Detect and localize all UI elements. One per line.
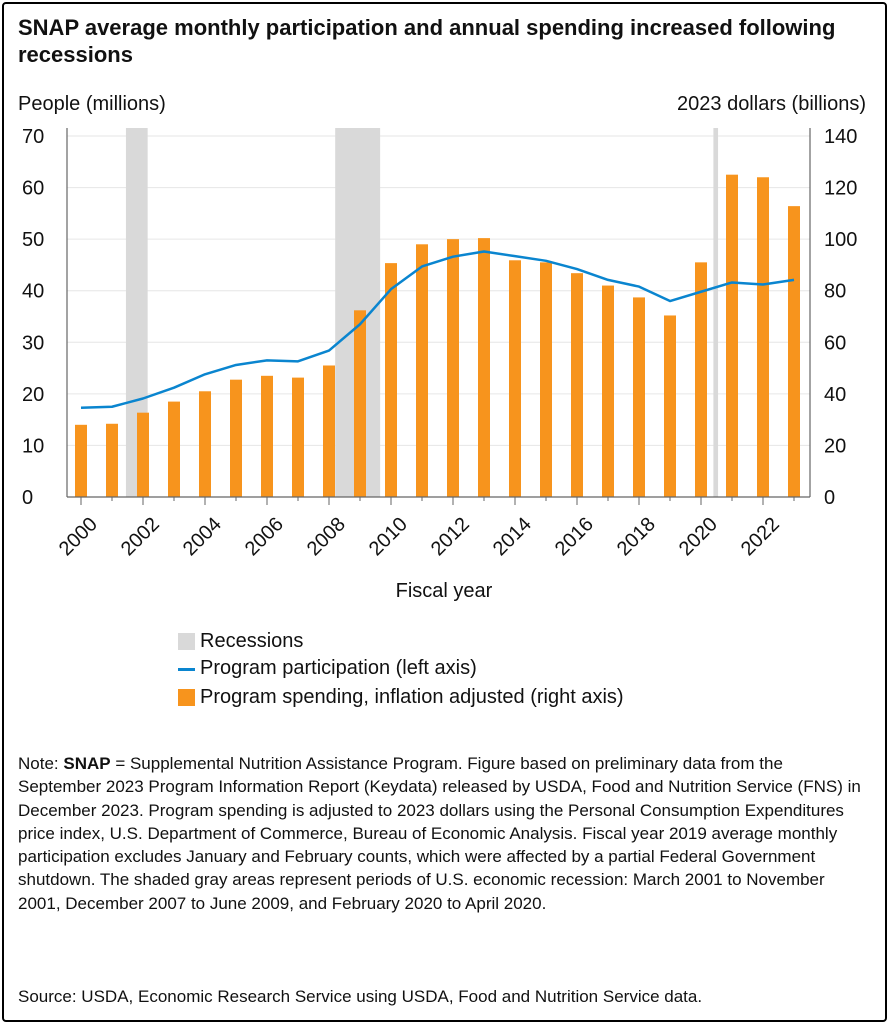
bar-2022 bbox=[757, 177, 769, 497]
note-label: Note: bbox=[18, 754, 64, 773]
bar-2008 bbox=[323, 365, 335, 497]
bar-2006 bbox=[261, 375, 273, 497]
x-tick-label: 2002 bbox=[117, 513, 164, 560]
bar-2019 bbox=[664, 315, 676, 497]
left-tick-label: 30 bbox=[22, 332, 44, 354]
x-tick-label: 2020 bbox=[675, 513, 722, 560]
x-tick-label: 2016 bbox=[551, 513, 598, 560]
legend-label: Program spending, inflation adjusted (ri… bbox=[200, 686, 624, 708]
right-tick-label: 100 bbox=[824, 229, 857, 251]
right-tick-label: 140 bbox=[824, 126, 857, 148]
right-tick-label: 80 bbox=[824, 281, 846, 303]
chart: 0 10 20 30 40 50 60 70 0 20 40 60 80 100 120 140 2000 200… bbox=[18, 93, 866, 602]
note-text: = Supplemental Nutrition Assistance Prog… bbox=[18, 754, 861, 913]
recession-band bbox=[125, 128, 148, 497]
bar-2020 bbox=[695, 262, 707, 497]
line-swatch bbox=[178, 668, 195, 671]
bar-2009 bbox=[354, 310, 366, 497]
x-tick-label: 2018 bbox=[613, 513, 660, 560]
left-tick-label: 60 bbox=[22, 178, 44, 200]
bar-2010 bbox=[385, 263, 397, 497]
x-tick-label: 2008 bbox=[303, 513, 350, 560]
note-bold: SNAP bbox=[63, 754, 111, 773]
bar-2005 bbox=[230, 379, 242, 497]
bar-2004 bbox=[199, 391, 211, 497]
note: Note: SNAP = Supplemental Nutrition Assi… bbox=[18, 752, 868, 915]
x-tick-label: 2010 bbox=[365, 513, 412, 560]
legend-participation: Program participation (left axis) bbox=[178, 657, 477, 680]
bar-2000 bbox=[75, 424, 87, 497]
x-tick-label: 2014 bbox=[489, 513, 536, 560]
legend-label: Recessions bbox=[200, 630, 304, 652]
right-axis-title: 2023 dollars (billions) bbox=[677, 93, 866, 115]
bar-2014 bbox=[509, 260, 521, 497]
bar-2002 bbox=[137, 412, 149, 497]
bar-2013 bbox=[478, 238, 490, 497]
recession-swatch bbox=[178, 633, 195, 650]
right-tick-label: 0 bbox=[824, 487, 835, 509]
bar-2011 bbox=[416, 244, 428, 497]
bar-swatch bbox=[178, 689, 195, 706]
left-tick-label: 70 bbox=[22, 126, 44, 148]
left-tick-label: 10 bbox=[22, 435, 44, 457]
legend-recessions: Recessions bbox=[178, 630, 303, 653]
left-axis-title: People (millions) bbox=[18, 93, 166, 115]
participation-line bbox=[80, 250, 795, 410]
bar-2021 bbox=[726, 174, 738, 497]
right-tick-label: 40 bbox=[824, 384, 846, 406]
x-tick-label: 2012 bbox=[427, 513, 474, 560]
bar-2012 bbox=[447, 239, 459, 497]
bar-2015 bbox=[540, 262, 552, 497]
bar-2003 bbox=[168, 401, 180, 497]
right-tick-label: 20 bbox=[824, 435, 846, 457]
bar-2016 bbox=[571, 273, 583, 497]
right-tick-label: 60 bbox=[824, 332, 846, 354]
bar-2001 bbox=[106, 423, 118, 497]
chart-title: SNAP average monthly participation and a… bbox=[18, 15, 836, 67]
left-tick-label: 0 bbox=[22, 487, 33, 509]
left-tick-label: 20 bbox=[22, 384, 44, 406]
right-tick-label: 120 bbox=[824, 178, 857, 200]
x-tick-label: 2006 bbox=[241, 513, 288, 560]
x-tick-label: 2004 bbox=[179, 513, 226, 560]
bar-2007 bbox=[292, 377, 304, 497]
bar-2017 bbox=[602, 285, 614, 497]
left-tick-label: 50 bbox=[22, 229, 44, 251]
recession-band bbox=[713, 128, 719, 497]
legend-label: Program participation (left axis) bbox=[200, 657, 477, 679]
x-tick-label: 2000 bbox=[55, 513, 102, 560]
x-tick-label: 2022 bbox=[737, 513, 784, 560]
bar-2018 bbox=[633, 297, 645, 497]
x-axis-title: Fiscal year bbox=[396, 580, 493, 602]
legend-spending: Program spending, inflation adjusted (ri… bbox=[178, 686, 624, 709]
bar-2023 bbox=[788, 206, 800, 497]
left-tick-label: 40 bbox=[22, 281, 44, 303]
source: Source: USDA, Economic Research Service … bbox=[18, 987, 703, 1006]
